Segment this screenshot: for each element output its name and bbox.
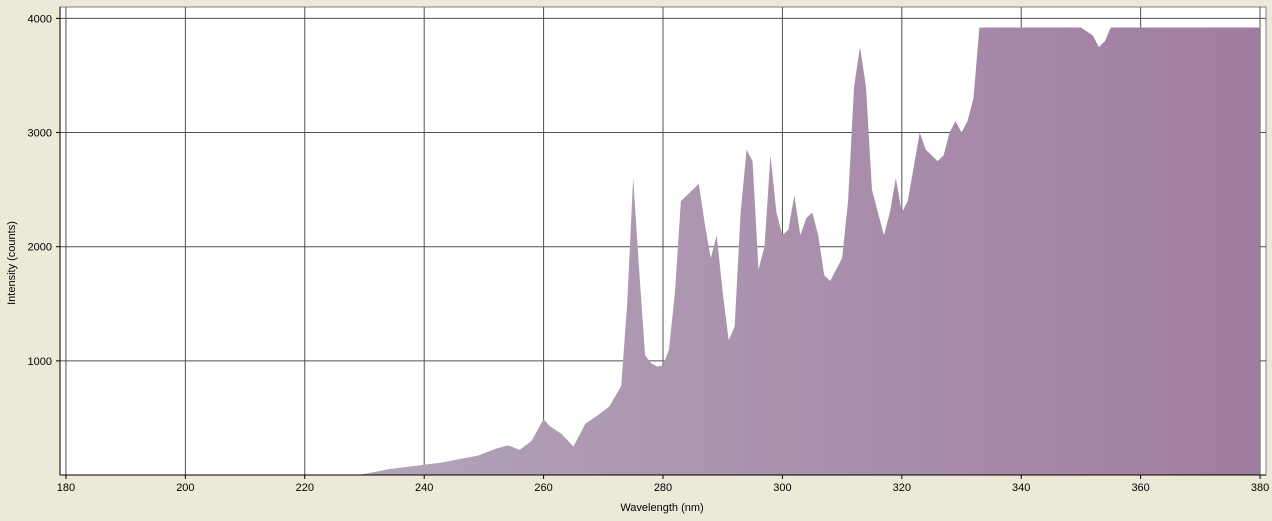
x-tick-label: 280	[654, 482, 672, 494]
y-tick-label: 4000	[28, 13, 52, 25]
spectrum-area	[65, 27, 1261, 476]
x-tick-label: 340	[1012, 482, 1030, 494]
y-tick-label: 1000	[28, 356, 52, 368]
x-tick-label: 220	[296, 482, 314, 494]
x-tick-label: 200	[176, 482, 194, 494]
x-tick-label: 260	[534, 482, 552, 494]
tick-labels: 180 200 220 240 260 280 300 320 340 360 380 1000 200…	[28, 13, 1270, 494]
x-tick-label: 320	[893, 482, 911, 494]
y-tick-label: 2000	[28, 242, 52, 254]
y-tick-label: 3000	[28, 128, 52, 140]
x-tick-label: 360	[1131, 482, 1149, 494]
x-tick-label: 180	[57, 482, 75, 494]
x-axis-label: Wavelength (nm)	[620, 502, 703, 514]
x-tick-label: 300	[773, 482, 791, 494]
y-axis-label: Intensity (counts)	[6, 221, 18, 305]
x-tick-label: 380	[1251, 482, 1269, 494]
x-tick-label: 240	[415, 482, 433, 494]
